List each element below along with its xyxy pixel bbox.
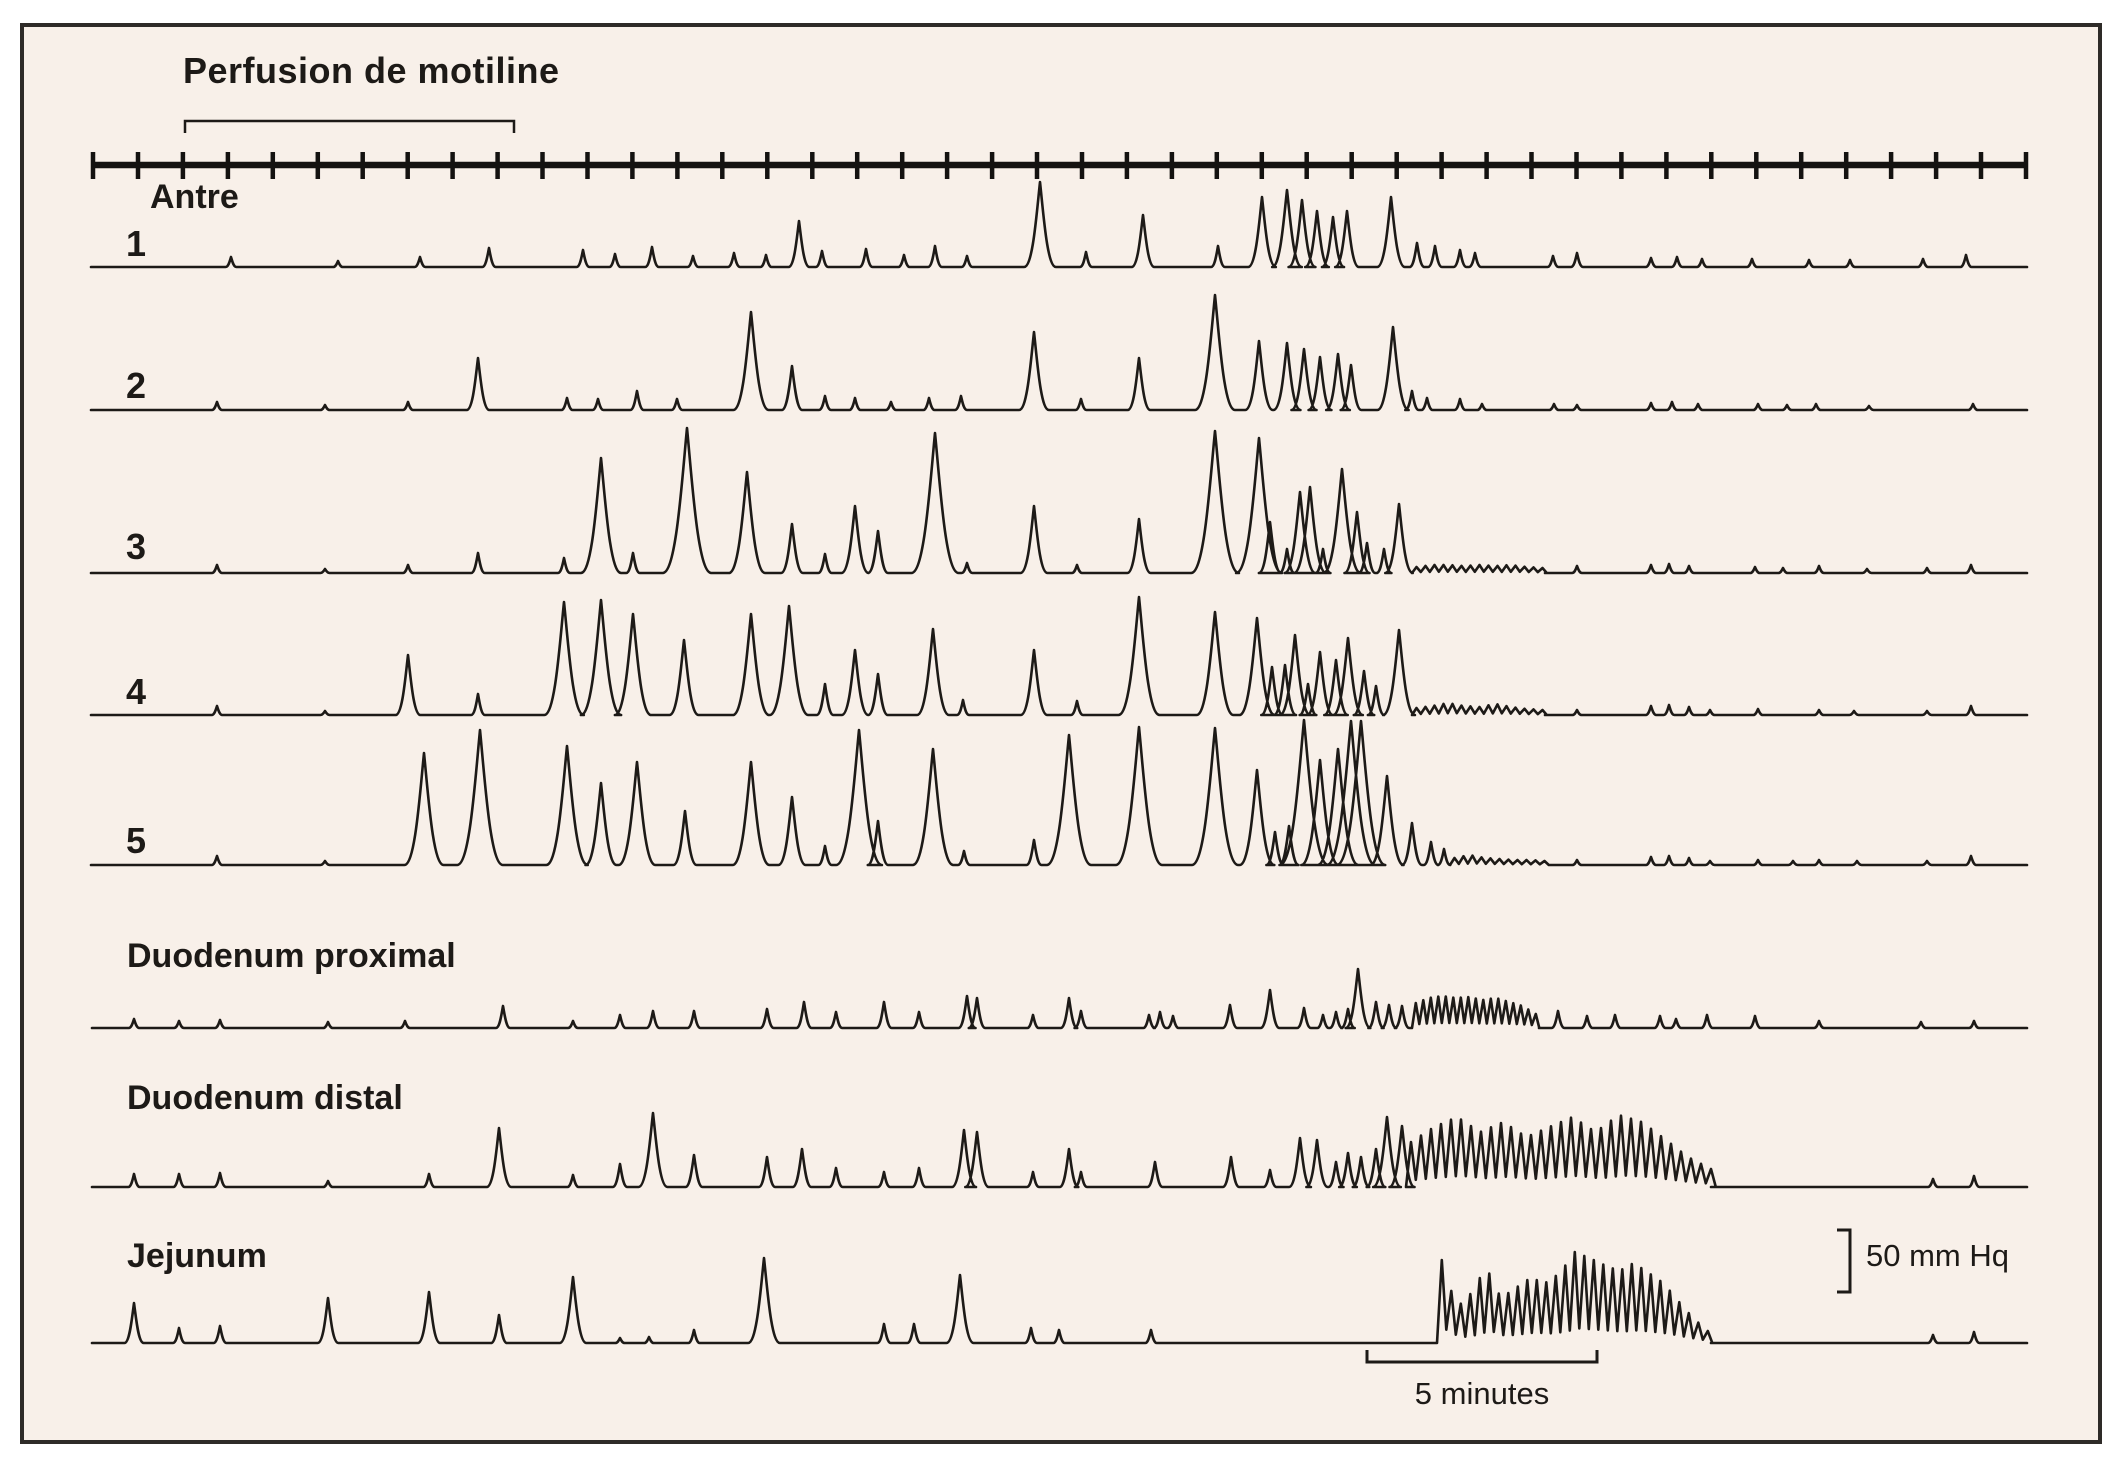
figure-frame: [20, 23, 2102, 1444]
trace-antre-3: [89, 426, 2029, 575]
timeline-ticks: [90, 152, 2029, 179]
trace-antre-5: [89, 718, 2029, 867]
trace-label-antre-4: 4: [126, 671, 147, 712]
perfusion-title: Perfusion de motiline: [183, 50, 560, 91]
trace-label-duodenum-proximal: Duodenum proximal: [127, 937, 456, 975]
trace-antre-1: [89, 180, 2029, 269]
trace-label-antre-3: 3: [126, 526, 147, 567]
trace-label-antre-2: 2: [126, 365, 147, 406]
trace-duodenum-proximal: [90, 967, 2029, 1030]
trace-label-antre-5: 5: [126, 820, 147, 861]
pressure-scale-bracket: [1837, 1228, 1852, 1294]
trace-label-jejunum: Jejunum: [127, 1237, 267, 1275]
time-scale-label: 5 minutes: [1414, 1376, 1550, 1411]
perfusion-bracket: [183, 119, 516, 133]
pressure-scale-label: 50 mm Hq: [1866, 1238, 2009, 1273]
trace-label-antre-1: 1: [126, 223, 147, 264]
trace-jejunum: [90, 1250, 2029, 1345]
trace-label-duodenum-distal: Duodenum distal: [127, 1079, 403, 1117]
time-scale-bracket: [1365, 1350, 1599, 1364]
trace-duodenum-distal: [90, 1111, 2029, 1189]
trace-antre-2: [89, 293, 2029, 412]
antre-group-label: Antre: [150, 178, 239, 216]
trace-antre-4: [89, 595, 2029, 717]
